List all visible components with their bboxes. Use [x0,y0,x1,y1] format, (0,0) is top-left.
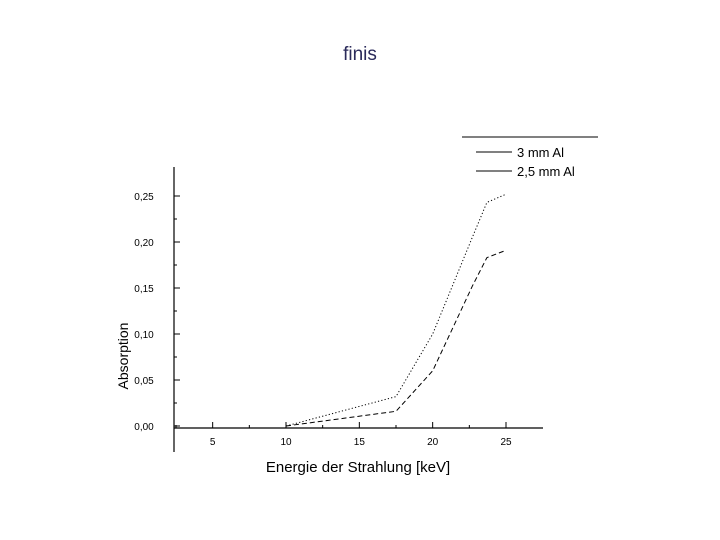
y-tick-label: 0,20 [134,238,154,249]
x-tick-label: 10 [280,437,292,448]
x-tick-label: 25 [500,437,512,448]
y-axis-title: Absorption [115,323,131,390]
chart-plot-area [285,193,507,427]
x-axis-title: Energie der Strahlung [keV] [266,459,450,476]
slide-title: finis [343,44,377,65]
chart-axes: 0,00 0,05 0,10 0,15 0,20 0,25 5 10 15 20 25 Energie… [115,167,543,476]
y-tick-label: 0,10 [134,330,154,341]
y-tick-label: 0,15 [134,284,154,295]
y-tick-label: 0,05 [134,376,154,387]
series-line-2 [285,249,507,427]
x-tick-label: 15 [354,437,366,448]
x-tick-label: 20 [427,437,439,448]
legend-label: 2,5 mm Al [517,164,575,179]
y-tick-label: 0,00 [134,422,154,433]
chart-legend: 3 mm Al 2,5 mm Al [462,136,598,179]
legend-label: 3 mm Al [517,145,564,160]
series-line-1 [285,193,507,427]
x-tick-label: 5 [210,437,216,448]
y-tick-label: 0,25 [134,192,154,203]
